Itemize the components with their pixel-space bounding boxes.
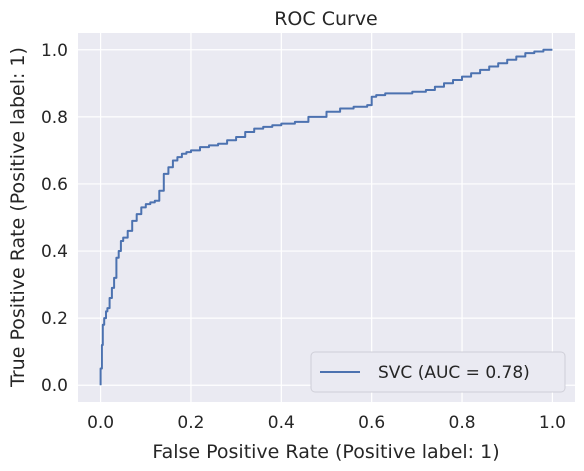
plot-background xyxy=(78,33,575,402)
y-tick-labels: 0.0 0.2 0.4 0.6 0.8 1.0 xyxy=(41,41,68,396)
y-tick-label: 1.0 xyxy=(41,41,68,61)
y-tick-label: 0.6 xyxy=(41,175,68,195)
x-tick-labels: 0.0 0.2 0.4 0.6 0.8 1.0 xyxy=(87,413,566,433)
grid-lines xyxy=(78,33,575,402)
x-tick-label: 0.2 xyxy=(177,413,204,433)
x-axis-title: False Positive Rate (Positive label: 1) xyxy=(152,441,499,463)
chart-title: ROC Curve xyxy=(274,8,378,30)
x-tick-label: 0.6 xyxy=(358,413,385,433)
y-tick-label: 0.0 xyxy=(41,376,68,396)
x-tick-label: 0.8 xyxy=(449,413,476,433)
legend-box xyxy=(310,351,566,393)
y-tick-label: 0.2 xyxy=(41,309,68,329)
x-tick-label: 1.0 xyxy=(539,413,566,433)
legend-label: SVC (AUC = 0.78) xyxy=(378,363,530,383)
y-tick-label: 0.4 xyxy=(41,242,68,262)
y-tick-label: 0.8 xyxy=(41,108,68,128)
y-axis-title: True Positive Rate (Positive label: 1) xyxy=(7,47,29,388)
x-tick-label: 0.4 xyxy=(268,413,295,433)
legend: SVC (AUC = 0.78) xyxy=(310,351,566,393)
x-tick-label: 0.0 xyxy=(87,413,114,433)
roc-curve-line xyxy=(99,48,553,386)
